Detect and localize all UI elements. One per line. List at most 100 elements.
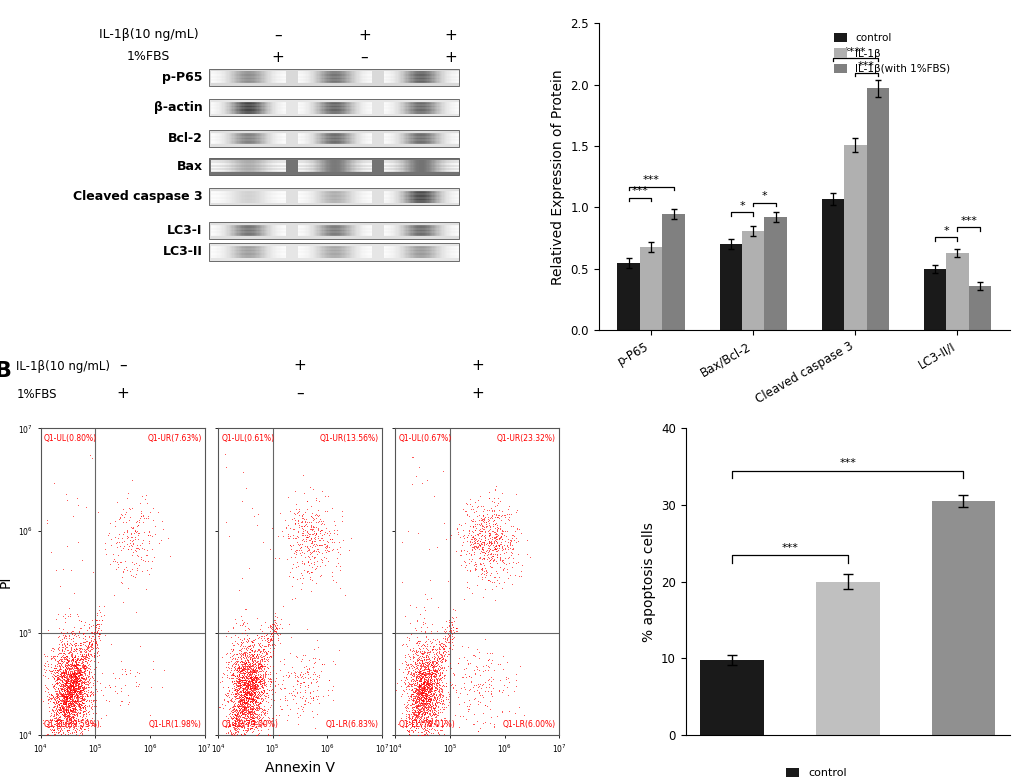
Point xyxy=(58,704,74,716)
Point xyxy=(247,658,263,671)
Point xyxy=(229,706,246,719)
Point xyxy=(57,612,73,624)
Point xyxy=(76,664,93,676)
Point xyxy=(85,694,101,706)
Point xyxy=(244,667,260,680)
Point xyxy=(242,706,258,719)
Point xyxy=(252,719,268,731)
Point xyxy=(45,723,61,736)
Point xyxy=(252,713,268,726)
Point xyxy=(405,694,421,706)
Point xyxy=(238,716,255,729)
Point xyxy=(52,657,68,669)
Point xyxy=(422,680,438,692)
Point xyxy=(412,694,428,706)
Point xyxy=(252,688,268,701)
Point xyxy=(68,679,85,691)
Point xyxy=(419,707,435,719)
Point xyxy=(231,676,248,689)
Point xyxy=(414,705,430,717)
Point xyxy=(234,708,251,721)
Point xyxy=(249,673,265,686)
Point xyxy=(60,668,76,680)
Point xyxy=(75,692,92,705)
Point xyxy=(60,697,76,709)
Point xyxy=(73,691,90,704)
Point xyxy=(75,684,92,697)
Point xyxy=(250,698,266,710)
Point xyxy=(53,680,69,692)
Point xyxy=(246,672,262,684)
Point xyxy=(483,689,499,701)
Point xyxy=(256,679,272,691)
Point xyxy=(414,693,430,705)
Point xyxy=(130,533,147,546)
Point xyxy=(411,680,427,692)
Point xyxy=(441,619,458,632)
Point xyxy=(58,676,74,688)
Point xyxy=(231,677,248,690)
Point xyxy=(50,696,66,708)
Point xyxy=(409,674,425,687)
Point xyxy=(257,667,273,680)
Point xyxy=(282,543,299,555)
Point xyxy=(470,678,486,691)
Point xyxy=(61,694,77,706)
Point xyxy=(122,663,139,676)
Point xyxy=(288,536,305,548)
Point xyxy=(412,712,428,724)
Point xyxy=(57,670,73,683)
Point xyxy=(54,682,70,694)
Point xyxy=(61,690,77,702)
Point xyxy=(246,692,262,705)
Point xyxy=(251,708,267,721)
Point xyxy=(84,712,100,724)
Point xyxy=(269,628,285,640)
Point xyxy=(433,697,449,709)
Point xyxy=(475,590,491,603)
Point xyxy=(416,698,432,710)
Point xyxy=(52,661,68,673)
Point xyxy=(64,666,81,679)
Point xyxy=(70,673,87,685)
Point xyxy=(236,667,253,680)
Point xyxy=(420,679,436,691)
Point xyxy=(500,514,517,526)
Point xyxy=(58,676,74,689)
Point xyxy=(418,723,434,736)
Point xyxy=(479,539,495,551)
Point xyxy=(247,677,263,690)
Point xyxy=(232,704,249,716)
Point xyxy=(60,686,76,698)
Point xyxy=(425,490,441,502)
Point xyxy=(256,685,272,698)
Point xyxy=(214,701,230,714)
Point xyxy=(492,529,508,542)
Point xyxy=(415,697,431,709)
Point xyxy=(37,666,53,679)
Bar xyxy=(718,244,741,330)
Point xyxy=(81,673,97,686)
Point xyxy=(217,710,233,723)
Point xyxy=(411,656,427,669)
Point xyxy=(86,695,102,708)
Point xyxy=(72,687,89,699)
Point xyxy=(54,667,70,680)
Point xyxy=(415,711,431,723)
Point xyxy=(438,615,454,627)
Bar xyxy=(741,231,763,330)
Point xyxy=(229,698,246,710)
Point xyxy=(246,687,262,700)
Point xyxy=(467,650,483,662)
Point xyxy=(425,690,441,702)
Point xyxy=(430,714,446,726)
Point xyxy=(448,624,465,637)
Point xyxy=(301,528,317,540)
Point xyxy=(238,685,255,698)
Point xyxy=(56,705,72,718)
Point xyxy=(247,676,263,688)
Point xyxy=(415,683,431,696)
Point xyxy=(222,705,238,717)
Point xyxy=(57,696,73,708)
Point xyxy=(414,681,430,694)
